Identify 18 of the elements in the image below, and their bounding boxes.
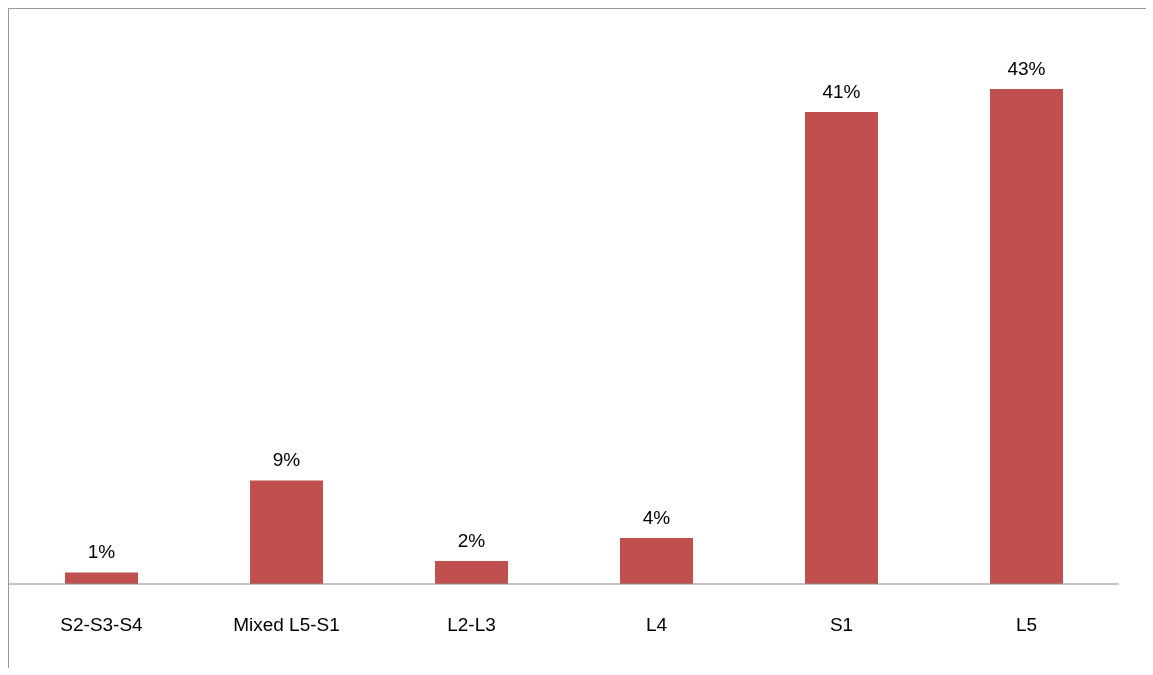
data-label: 43% <box>1007 58 1046 79</box>
data-label: 9% <box>272 449 301 471</box>
bar <box>250 480 323 584</box>
data-label: 1% <box>87 541 116 563</box>
bar <box>620 537 693 584</box>
bar <box>805 112 878 584</box>
x-tick-label: S1 <box>829 614 854 636</box>
bar <box>990 89 1063 584</box>
data-label: 2% <box>457 529 486 551</box>
x-tick-label: L4 <box>645 614 668 636</box>
x-tick-label: Mixed L5-S1 <box>233 614 340 636</box>
bar <box>435 560 508 584</box>
x-tick-label: L5 <box>1015 614 1038 636</box>
x-tick-label: S2-S3-S4 <box>60 614 144 636</box>
data-label: 41% <box>822 81 861 103</box>
data-label: 4% <box>642 506 671 528</box>
bar <box>65 572 138 584</box>
x-tick-label: L2-L3 <box>447 614 496 636</box>
